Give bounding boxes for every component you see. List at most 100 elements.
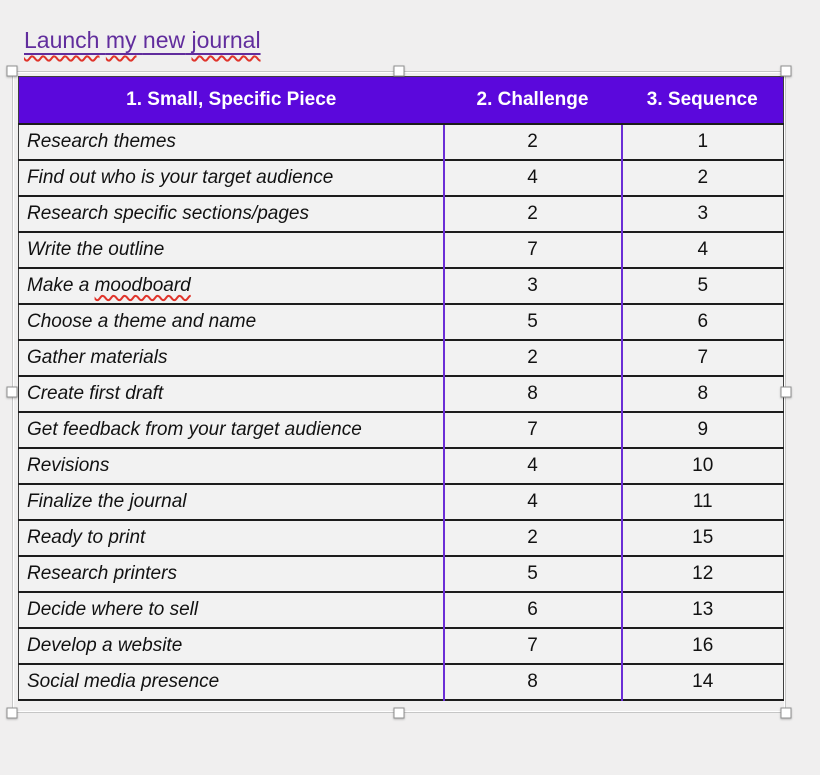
- column-header-sequence[interactable]: 3. Sequence: [621, 76, 784, 125]
- task-text: Make a: [27, 274, 95, 296]
- task-cell[interactable]: Develop a website: [18, 626, 444, 664]
- challenge-cell[interactable]: 4: [442, 158, 622, 196]
- table-row: Revisions 4 10: [18, 446, 784, 484]
- task-cell[interactable]: Ready to print: [18, 518, 444, 556]
- challenge-cell[interactable]: 4: [442, 482, 622, 520]
- challenge-cell[interactable]: 7: [442, 410, 622, 448]
- sequence-cell[interactable]: 16: [620, 626, 784, 664]
- challenge-cell[interactable]: 6: [442, 590, 622, 628]
- challenge-cell[interactable]: 8: [442, 374, 622, 412]
- resize-handle-bottom-right[interactable]: [780, 707, 792, 719]
- challenge-cell[interactable]: 2: [442, 194, 622, 232]
- challenge-cell[interactable]: 5: [442, 302, 622, 340]
- task-text: Choose a theme and name: [27, 310, 257, 332]
- task-text: Finalize the journal: [27, 490, 187, 512]
- sequence-cell[interactable]: 12: [620, 554, 784, 592]
- resize-handle-bottom-middle[interactable]: [393, 707, 405, 719]
- title-word: new: [142, 27, 186, 53]
- task-cell[interactable]: Make a moodboard: [18, 266, 444, 304]
- challenge-cell[interactable]: 8: [442, 662, 622, 700]
- sequence-cell[interactable]: 13: [620, 590, 784, 628]
- task-text: Research themes: [27, 130, 176, 152]
- table-row: Find out who is your target audience 4 2: [18, 158, 784, 196]
- table-row: Gather materials 2 7: [18, 338, 784, 376]
- title-word: journal: [191, 27, 261, 53]
- task-text: Social media presence: [27, 670, 220, 692]
- task-cell[interactable]: Research specific sections/pages: [18, 194, 444, 232]
- page-title[interactable]: Launch my new journal: [24, 27, 261, 54]
- sequence-cell[interactable]: 5: [620, 266, 784, 304]
- challenge-cell[interactable]: 3: [442, 266, 622, 304]
- table-row: Choose a theme and name 5 6: [18, 302, 784, 340]
- task-cell[interactable]: Create first draft: [18, 374, 444, 412]
- task-cell[interactable]: Decide where to sell: [18, 590, 444, 628]
- task-text: Ready to print: [27, 526, 146, 548]
- task-text: Write the outline: [27, 238, 165, 260]
- task-text: Decide where to sell: [27, 598, 199, 620]
- task-cell[interactable]: Finalize the journal: [18, 482, 444, 520]
- table-row: Make a moodboard 3 5: [18, 266, 784, 304]
- sequence-cell[interactable]: 8: [620, 374, 784, 412]
- task-text: Gather materials: [27, 346, 168, 368]
- sequence-cell[interactable]: 3: [620, 194, 784, 232]
- column-header-small-specific-piece[interactable]: 1. Small, Specific Piece: [18, 76, 444, 125]
- task-table: 1. Small, Specific Piece 2. Challenge 3.…: [18, 76, 784, 701]
- title-word: my: [105, 27, 137, 53]
- task-text: Get feedback from your target audience: [27, 418, 362, 440]
- table-row: Create first draft 8 8: [18, 374, 784, 412]
- table-row: Ready to print 2 15: [18, 518, 784, 556]
- header-row: 1. Small, Specific Piece 2. Challenge 3.…: [18, 76, 784, 125]
- challenge-cell[interactable]: 7: [442, 230, 622, 268]
- table-row: Research specific sections/pages 2 3: [18, 194, 784, 232]
- task-cell[interactable]: Choose a theme and name: [18, 302, 444, 340]
- resize-handle-middle-left[interactable]: [6, 386, 18, 398]
- table-row: Decide where to sell 6 13: [18, 590, 784, 628]
- title-word: Launch: [24, 27, 100, 53]
- challenge-cell[interactable]: 4: [442, 446, 622, 484]
- sequence-cell[interactable]: 15: [620, 518, 784, 556]
- task-text: Develop a website: [27, 634, 183, 656]
- task-cell[interactable]: Find out who is your target audience: [18, 158, 444, 196]
- challenge-cell[interactable]: 2: [442, 518, 622, 556]
- task-cell[interactable]: Revisions: [18, 446, 444, 484]
- sequence-cell[interactable]: 9: [620, 410, 784, 448]
- table-row: Finalize the journal 4 11: [18, 482, 784, 520]
- task-cell[interactable]: Research printers: [18, 554, 444, 592]
- task-cell[interactable]: Write the outline: [18, 230, 444, 268]
- column-header-challenge[interactable]: 2. Challenge: [443, 76, 622, 125]
- resize-handle-middle-right[interactable]: [780, 386, 792, 398]
- task-cell[interactable]: Gather materials: [18, 338, 444, 376]
- table-row: Research themes 2 1: [18, 123, 784, 160]
- sequence-cell[interactable]: 4: [620, 230, 784, 268]
- task-text: Revisions: [27, 454, 110, 476]
- task-cell[interactable]: Social media presence: [18, 662, 444, 700]
- resize-handle-bottom-left[interactable]: [6, 707, 18, 719]
- task-text: Find out who is your target audience: [27, 166, 334, 188]
- challenge-cell[interactable]: 2: [442, 123, 622, 160]
- task-cell[interactable]: Get feedback from your target audience: [18, 410, 444, 448]
- resize-handle-top-right[interactable]: [780, 65, 792, 77]
- sequence-cell[interactable]: 7: [620, 338, 784, 376]
- task-text: Research specific sections/pages: [27, 202, 309, 224]
- sequence-cell[interactable]: 1: [620, 123, 784, 160]
- sequence-cell[interactable]: 2: [620, 158, 784, 196]
- sequence-cell[interactable]: 6: [620, 302, 784, 340]
- resize-handle-top-middle[interactable]: [393, 65, 405, 77]
- sequence-cell[interactable]: 11: [620, 482, 784, 520]
- challenge-cell[interactable]: 5: [442, 554, 622, 592]
- misspelled-word: moodboard: [94, 274, 191, 296]
- resize-handle-top-left[interactable]: [6, 65, 18, 77]
- table-row: Research printers 5 12: [18, 554, 784, 592]
- challenge-cell[interactable]: 2: [442, 338, 622, 376]
- sequence-cell[interactable]: 10: [620, 446, 784, 484]
- challenge-cell[interactable]: 7: [442, 626, 622, 664]
- task-text: Create first draft: [27, 382, 164, 404]
- table-row: Develop a website 7 16: [18, 626, 784, 664]
- task-cell[interactable]: Research themes: [18, 123, 444, 160]
- sequence-cell[interactable]: 14: [620, 662, 784, 700]
- table-row: Get feedback from your target audience 7 9: [18, 410, 784, 448]
- table-row: Social media presence 8 14: [18, 662, 784, 700]
- task-text: Research printers: [27, 562, 177, 584]
- table-body: Research themes 2 1 Find out who is your ta…: [18, 123, 784, 700]
